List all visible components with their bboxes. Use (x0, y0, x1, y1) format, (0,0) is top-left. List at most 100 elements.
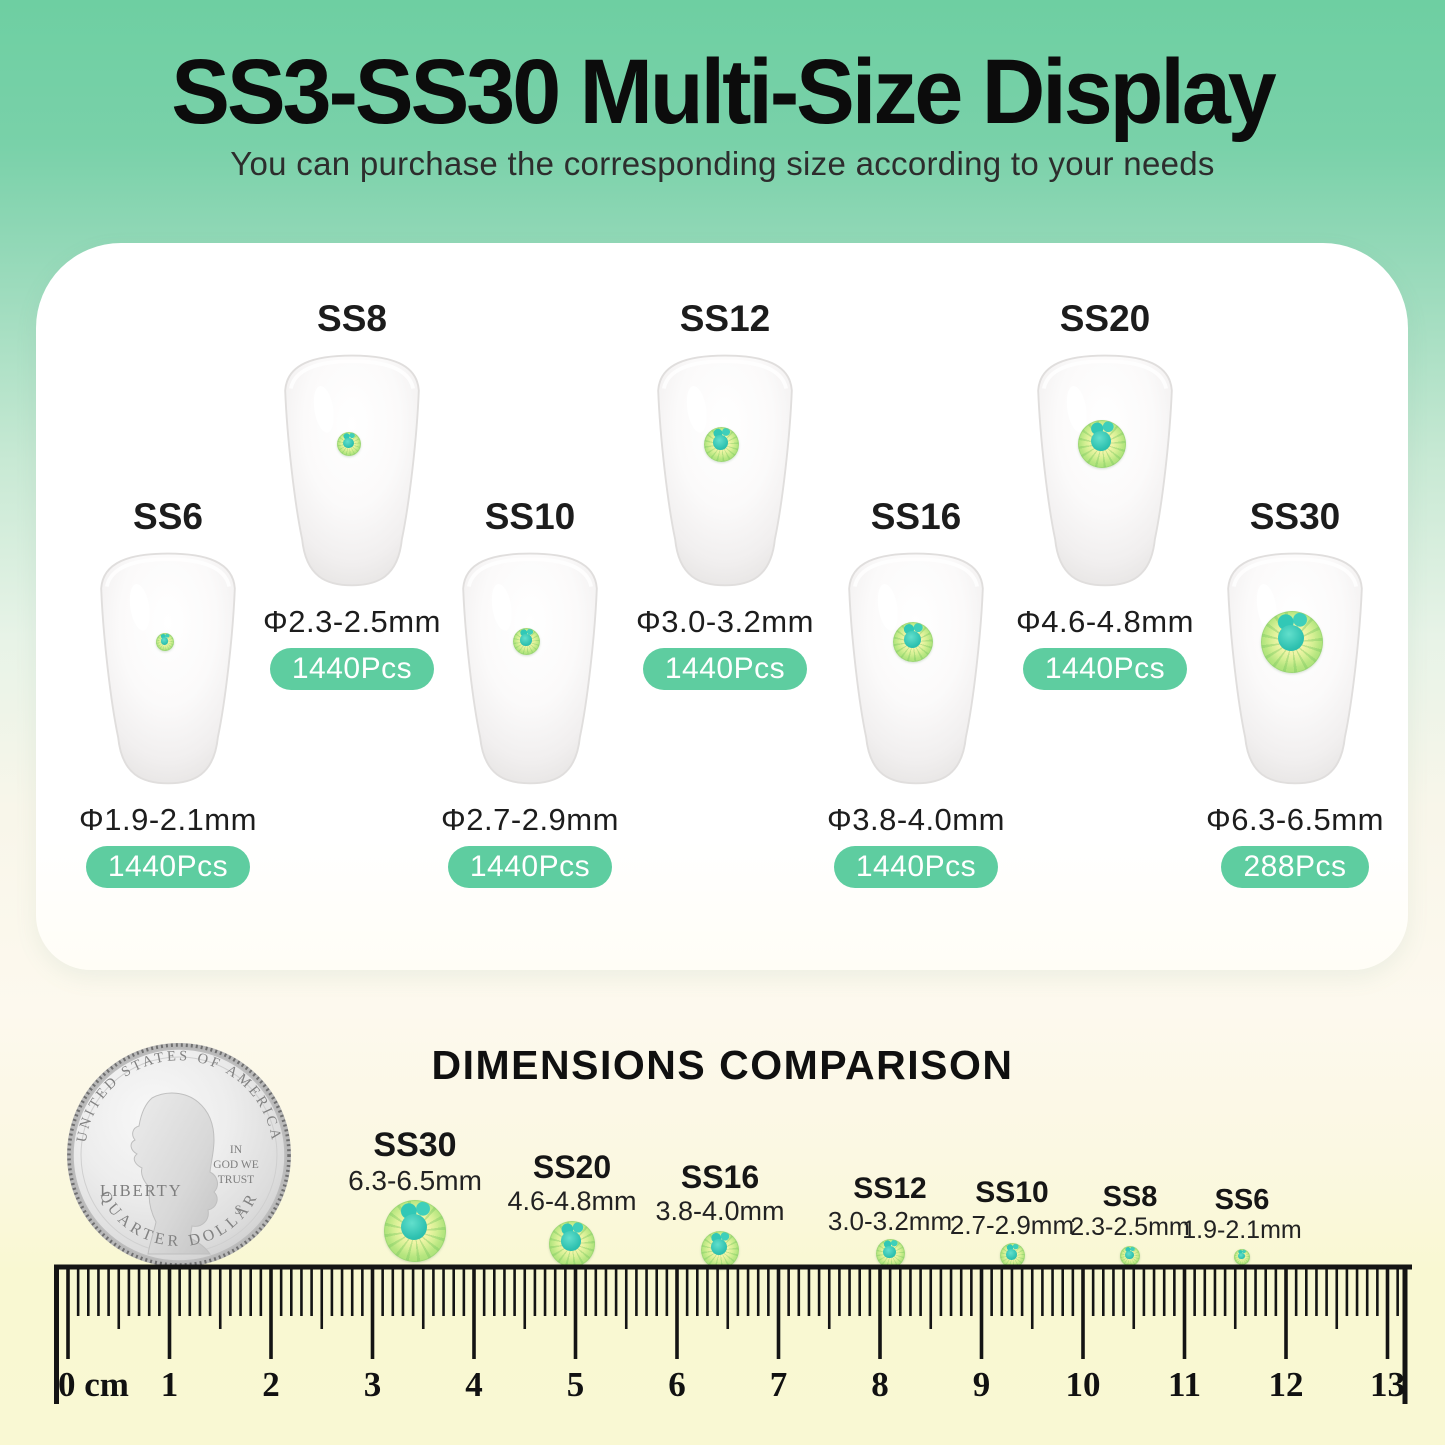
nail-image (847, 551, 985, 786)
size-label: SS12 (679, 298, 771, 339)
quantity-badge: 1440Pcs (833, 846, 999, 888)
ruler-number: 10 (1066, 1365, 1101, 1404)
nail-tip (450, 545, 610, 790)
comparison-label: SS30 (373, 1126, 457, 1164)
ruler-number: 1 (161, 1365, 179, 1404)
washington-profile (130, 1092, 218, 1255)
size-label: SS16 (870, 496, 962, 537)
ruler-number: 12 (1269, 1365, 1304, 1404)
comparison-label: SS12 (853, 1172, 927, 1205)
rhinestone (156, 633, 174, 651)
nail-tip (1025, 347, 1185, 592)
rhinestone (513, 628, 540, 655)
rhinestone (1078, 420, 1126, 468)
nail-tip (645, 347, 805, 592)
size-label: SS30 (1249, 496, 1341, 537)
ruler-number: 5 (567, 1365, 585, 1404)
comparison-label: SS6 (1214, 1184, 1270, 1216)
ruler-number: 11 (1168, 1365, 1201, 1404)
rhinestone (875, 1239, 905, 1269)
nail-tip (1215, 545, 1375, 790)
rhinestone (337, 432, 361, 456)
comparison-size: 2.7-2.9mm (949, 1209, 1075, 1240)
diameter-text: Φ2.3-2.5mm (263, 604, 441, 639)
nail-image (283, 353, 421, 588)
nail-image (461, 551, 599, 786)
quantity-badge: 1440Pcs (85, 846, 251, 888)
quantity-badge: 288Pcs (1221, 846, 1369, 888)
comparison-item-ss20: SS20 4.6-4.8mm (487, 1149, 657, 1267)
page-title: SS3-SS30 Multi-Size Display (171, 40, 1277, 143)
rhinestone (999, 1243, 1025, 1269)
ruler: 0 cm 1 2 3 4 5 6 7 8 9 10 11 12 13 (54, 1264, 1412, 1404)
ruler-zero-label: 0 cm (58, 1365, 129, 1404)
comparison-item-ss12: SS12 3.0-3.2mm (805, 1172, 975, 1269)
nail-image (656, 353, 794, 588)
quantity-badge: 1440Pcs (447, 846, 613, 888)
size-card-ss20: SS20 Φ4.6-4.8mm 1440Pcs (995, 297, 1215, 690)
comparison-size: 3.0-3.2mm (827, 1205, 953, 1236)
comparison-label: SS16 (680, 1159, 760, 1195)
size-label: SS6 (133, 496, 203, 537)
ruler-number: 4 (465, 1365, 483, 1404)
size-card-ss6: SS6 Φ1.9-2.1mm 1440Pcs (58, 495, 278, 888)
quantity-badge: 1440Pcs (269, 648, 435, 690)
ruler-number: 13 (1370, 1365, 1405, 1404)
comparison-size: 2.3-2.5mm (1070, 1213, 1190, 1242)
ruler-number: 2 (262, 1365, 280, 1404)
ruler-number: 9 (973, 1365, 991, 1404)
nail-tip (836, 545, 996, 790)
quantity-badge: 1440Pcs (1022, 648, 1188, 690)
comparison-item-ss6: SS6 1.9-2.1mm (1157, 1184, 1327, 1265)
ruler-number: 6 (668, 1365, 686, 1404)
quarter-coin: UNITED STATES OF AMERICA QUARTER DOLLAR … (67, 1043, 291, 1267)
quantity-badge: 1440Pcs (642, 648, 808, 690)
ruler-number: 3 (364, 1365, 382, 1404)
nail-image (1036, 353, 1174, 588)
nail-tip (272, 347, 432, 592)
size-card-ss16: SS16 Φ3.8-4.0mm 1440Pcs (806, 495, 1026, 888)
rhinestone (1234, 1248, 1250, 1265)
nail-tip (88, 545, 248, 790)
diameter-text: Φ3.8-4.0mm (827, 802, 1005, 837)
size-card-ss12: SS12 Φ3.0-3.2mm 1440Pcs (615, 297, 835, 690)
rhinestone (704, 427, 739, 462)
ruler-number: 7 (770, 1365, 788, 1404)
comparison-title: DIMENSIONS COMPARISON (431, 1042, 1014, 1088)
coin-trust-line-1: IN (230, 1144, 243, 1156)
rhinestone (384, 1200, 446, 1263)
page-subtitle: You can purchase the corresponding size … (230, 145, 1215, 183)
nail-image (99, 551, 237, 786)
size-label: SS10 (484, 496, 576, 537)
coin-mint-mark: S (235, 1203, 242, 1217)
comparison-size: 3.8-4.0mm (655, 1195, 785, 1226)
coin-reeding (67, 1043, 291, 1267)
comparison-item-ss30: SS30 6.3-6.5mm (330, 1126, 500, 1263)
rhinestone (549, 1220, 595, 1267)
rhinestone (1261, 611, 1323, 673)
comparison-size: 1.9-2.1mm (1182, 1216, 1302, 1245)
ruler-number: 8 (871, 1365, 889, 1404)
comparison-item-ss8: SS8 2.3-2.5mm (1045, 1181, 1215, 1266)
coin-trust-line-2: GOD WE (213, 1159, 258, 1171)
size-card-ss8: SS8 Φ2.3-2.5mm 1440Pcs (242, 297, 462, 690)
diameter-text: Φ4.6-4.8mm (1016, 604, 1194, 639)
diameter-text: Φ1.9-2.1mm (79, 802, 257, 837)
comparison-label: SS8 (1102, 1181, 1158, 1213)
comparison-size: 4.6-4.8mm (507, 1185, 637, 1216)
size-card-ss30: SS30 Φ6.3-6.5mm 288Pcs (1185, 495, 1405, 888)
header: SS3-SS30 Multi-Size Display You can purc… (0, 40, 1445, 183)
coin-trust-line-3: TRUST (218, 1174, 254, 1186)
size-label: SS20 (1059, 298, 1151, 339)
comparison-item-ss10: SS10 2.7-2.9mm (927, 1176, 1097, 1269)
diameter-text: Φ6.3-6.5mm (1206, 802, 1384, 837)
comparison-item-ss16: SS16 3.8-4.0mm (635, 1159, 805, 1269)
size-card-ss10: SS10 Φ2.7-2.9mm 1440Pcs (420, 495, 640, 888)
size-label: SS8 (317, 298, 387, 339)
rhinestone (701, 1230, 739, 1269)
comparison-label: SS10 (975, 1176, 1049, 1209)
rhinestone (893, 622, 933, 662)
comparison-label: SS20 (532, 1149, 612, 1185)
diameter-text: Φ3.0-3.2mm (636, 604, 814, 639)
